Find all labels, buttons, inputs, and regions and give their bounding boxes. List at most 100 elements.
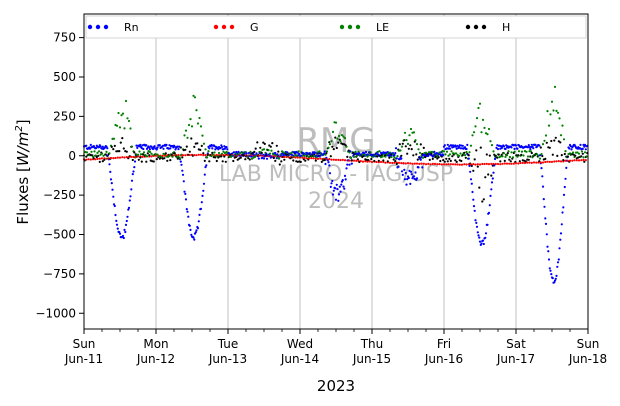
point-le (108, 152, 111, 155)
point-h (325, 152, 328, 155)
point-le (444, 153, 447, 156)
point-g (141, 155, 144, 158)
point-h (545, 141, 548, 144)
point-h (113, 144, 116, 147)
point-g (339, 159, 342, 162)
point-rn (400, 157, 403, 160)
point-rn (394, 147, 398, 150)
point-h (548, 146, 551, 149)
point-h (236, 158, 239, 161)
point-g (487, 163, 491, 166)
x-axis: SunJun-11MonJun-12TueJun-13WedJun-14ThuJ… (64, 329, 607, 366)
point-h (320, 160, 323, 163)
point-rn (457, 145, 461, 149)
point-rn (491, 177, 494, 180)
point-rn (487, 211, 491, 214)
point-rn (136, 146, 139, 149)
point-le (549, 113, 552, 116)
point-rn (466, 143, 469, 146)
point-h (148, 154, 151, 157)
x-tick-label-date: Jun-18 (568, 352, 607, 366)
legend-marker (103, 24, 109, 30)
point-le (115, 124, 119, 127)
point-le (330, 140, 333, 143)
point-g (130, 155, 133, 158)
point-rn (99, 145, 102, 148)
point-le (489, 140, 492, 143)
point-rn (113, 204, 116, 208)
x-grid (155, 14, 517, 329)
point-le (318, 150, 321, 153)
y-tick-label: 250 (53, 109, 76, 123)
point-g (422, 162, 425, 165)
point-h (190, 137, 193, 140)
point-rn (397, 165, 400, 168)
point-rn (181, 173, 185, 176)
point-rn (153, 145, 156, 148)
point-le (555, 109, 558, 112)
point-le (393, 156, 396, 159)
point-rn (169, 147, 172, 150)
point-g (310, 157, 313, 160)
point-rn (345, 167, 348, 170)
point-le (91, 155, 95, 158)
point-g (181, 154, 185, 157)
point-le (196, 122, 200, 125)
point-rn (555, 274, 558, 277)
point-le (535, 153, 539, 156)
point-le (396, 155, 399, 158)
point-rn (327, 161, 330, 164)
point-h (419, 143, 422, 146)
point-h (481, 200, 484, 203)
point-h (464, 156, 467, 159)
point-h (443, 160, 446, 163)
point-le (505, 154, 509, 157)
point-le (400, 145, 404, 148)
point-le (507, 150, 510, 153)
point-le (349, 156, 353, 159)
point-g (204, 154, 207, 157)
point-g (193, 154, 196, 157)
point-rn (101, 145, 104, 148)
point-rn (532, 147, 535, 150)
point-rn (343, 187, 346, 190)
point-rn (286, 151, 289, 154)
point-g (343, 159, 347, 162)
point-rn (493, 164, 496, 167)
point-h (551, 153, 554, 156)
point-le (325, 150, 329, 153)
point-rn (472, 198, 475, 201)
point-rn (195, 229, 198, 232)
point-le (207, 150, 210, 153)
point-rn (502, 145, 506, 148)
point-le (471, 134, 474, 137)
legend-label-le: LE (376, 21, 389, 34)
legend-marker (481, 24, 487, 30)
point-le (277, 157, 281, 160)
legend-marker (95, 24, 101, 30)
point-rn (547, 250, 550, 253)
point-le (478, 102, 482, 105)
point-rn (85, 144, 88, 147)
point-rn (446, 143, 449, 146)
point-h (497, 153, 500, 156)
point-rn (496, 148, 500, 151)
x-tick-label-date: Jun-13 (208, 352, 247, 366)
point-h (544, 157, 547, 160)
point-le (262, 148, 266, 151)
point-rn (564, 177, 567, 180)
point-g (87, 158, 90, 161)
point-rn (328, 172, 332, 175)
point-rn (427, 154, 430, 157)
point-rn (324, 162, 327, 166)
point-h (179, 146, 182, 149)
point-g (429, 163, 432, 166)
point-h (530, 151, 533, 155)
watermark-line-2: LAB MICRO - IAG/USP (219, 162, 453, 187)
point-rn (559, 232, 563, 235)
point-rn (492, 171, 495, 174)
point-rn (559, 238, 562, 241)
point-g (575, 159, 578, 162)
point-h (449, 159, 452, 162)
point-h (169, 159, 172, 162)
